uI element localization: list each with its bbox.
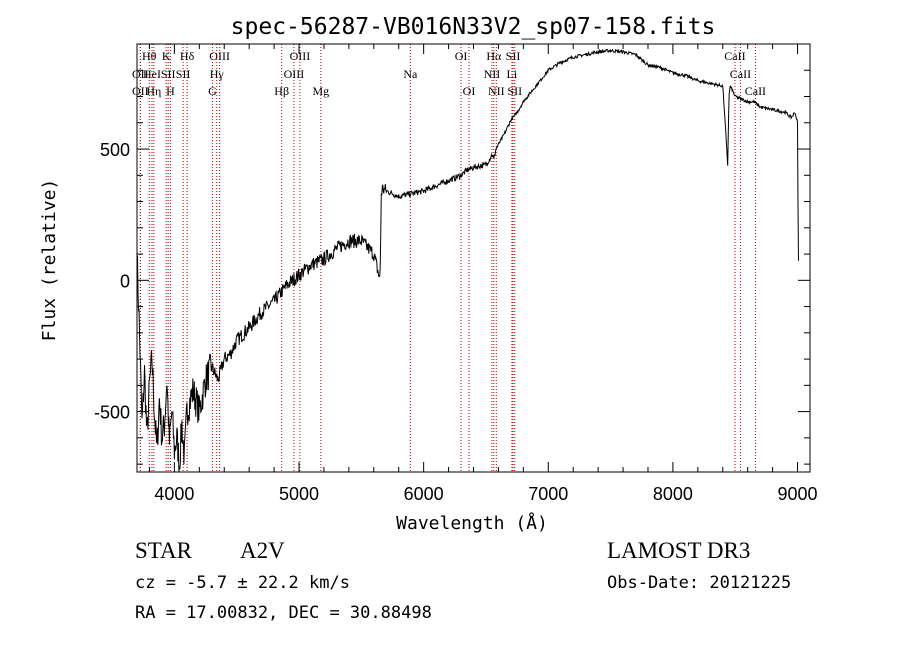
line-label: OII bbox=[132, 84, 149, 98]
line-label: SII bbox=[161, 67, 176, 81]
line-label: CaII bbox=[724, 49, 745, 63]
obs-date: Obs-Date: 20121225 bbox=[607, 573, 792, 593]
line-label: OIII bbox=[209, 49, 230, 63]
x-tick-label: 7000 bbox=[528, 484, 568, 504]
line-label: Hθ bbox=[142, 49, 157, 63]
object-subclass: A2V bbox=[240, 538, 285, 563]
flux-line bbox=[136, 48, 799, 473]
axes: 4000 5000 6000 7000 8000 9000 -500 0 500 bbox=[94, 43, 818, 504]
survey-name: LAMOST DR3 bbox=[607, 538, 751, 563]
object-class: STAR bbox=[135, 538, 192, 563]
line-label: Li bbox=[507, 67, 518, 81]
x-tick-label: 5000 bbox=[279, 484, 319, 504]
line-label: CaII bbox=[745, 84, 766, 98]
line-label: SII bbox=[176, 67, 191, 81]
line-label: CaII bbox=[730, 67, 751, 81]
x-tick-label: 4000 bbox=[154, 484, 194, 504]
x-tick-label: 6000 bbox=[404, 484, 444, 504]
line-label: G bbox=[208, 84, 217, 98]
line-label: OIII bbox=[290, 49, 311, 63]
flux-series bbox=[136, 48, 799, 473]
plot-frame bbox=[136, 43, 811, 473]
line-label: Mg bbox=[312, 84, 329, 98]
line-label: HeI bbox=[143, 67, 161, 81]
redshift-text: cz = -5.7 ± 22.2 km/s bbox=[135, 573, 350, 593]
line-label: Hβ bbox=[274, 84, 289, 98]
line-label: SII bbox=[506, 49, 521, 63]
line-label: OI bbox=[455, 49, 468, 63]
line-label: Na bbox=[403, 67, 418, 81]
x-axis-label: Wavelength (Å) bbox=[396, 512, 548, 534]
line-label: K bbox=[162, 49, 171, 63]
line-label: OIII bbox=[284, 67, 305, 81]
x-tick-label: 9000 bbox=[778, 484, 818, 504]
y-tick-label: 0 bbox=[120, 271, 130, 291]
line-label: Hη bbox=[146, 84, 161, 98]
line-label: Hα bbox=[486, 49, 502, 63]
line-label: NII bbox=[484, 67, 501, 81]
y-axis-label: Flux (relative) bbox=[39, 179, 60, 342]
line-label: OI bbox=[463, 84, 476, 98]
y-tick-label: -500 bbox=[94, 403, 130, 423]
coordinates: RA = 17.00832, DEC = 30.88498 bbox=[135, 603, 432, 623]
line-label: Hδ bbox=[180, 49, 195, 63]
line-label: H bbox=[166, 84, 175, 98]
x-tick-label: 8000 bbox=[653, 484, 693, 504]
chart-title: spec-56287-VB016N33V2_sp07-158.fits bbox=[231, 14, 716, 40]
line-label: Hγ bbox=[210, 67, 225, 81]
y-tick-label: 500 bbox=[100, 140, 130, 160]
line-label: NII bbox=[488, 84, 505, 98]
line-label: SII bbox=[507, 84, 522, 98]
